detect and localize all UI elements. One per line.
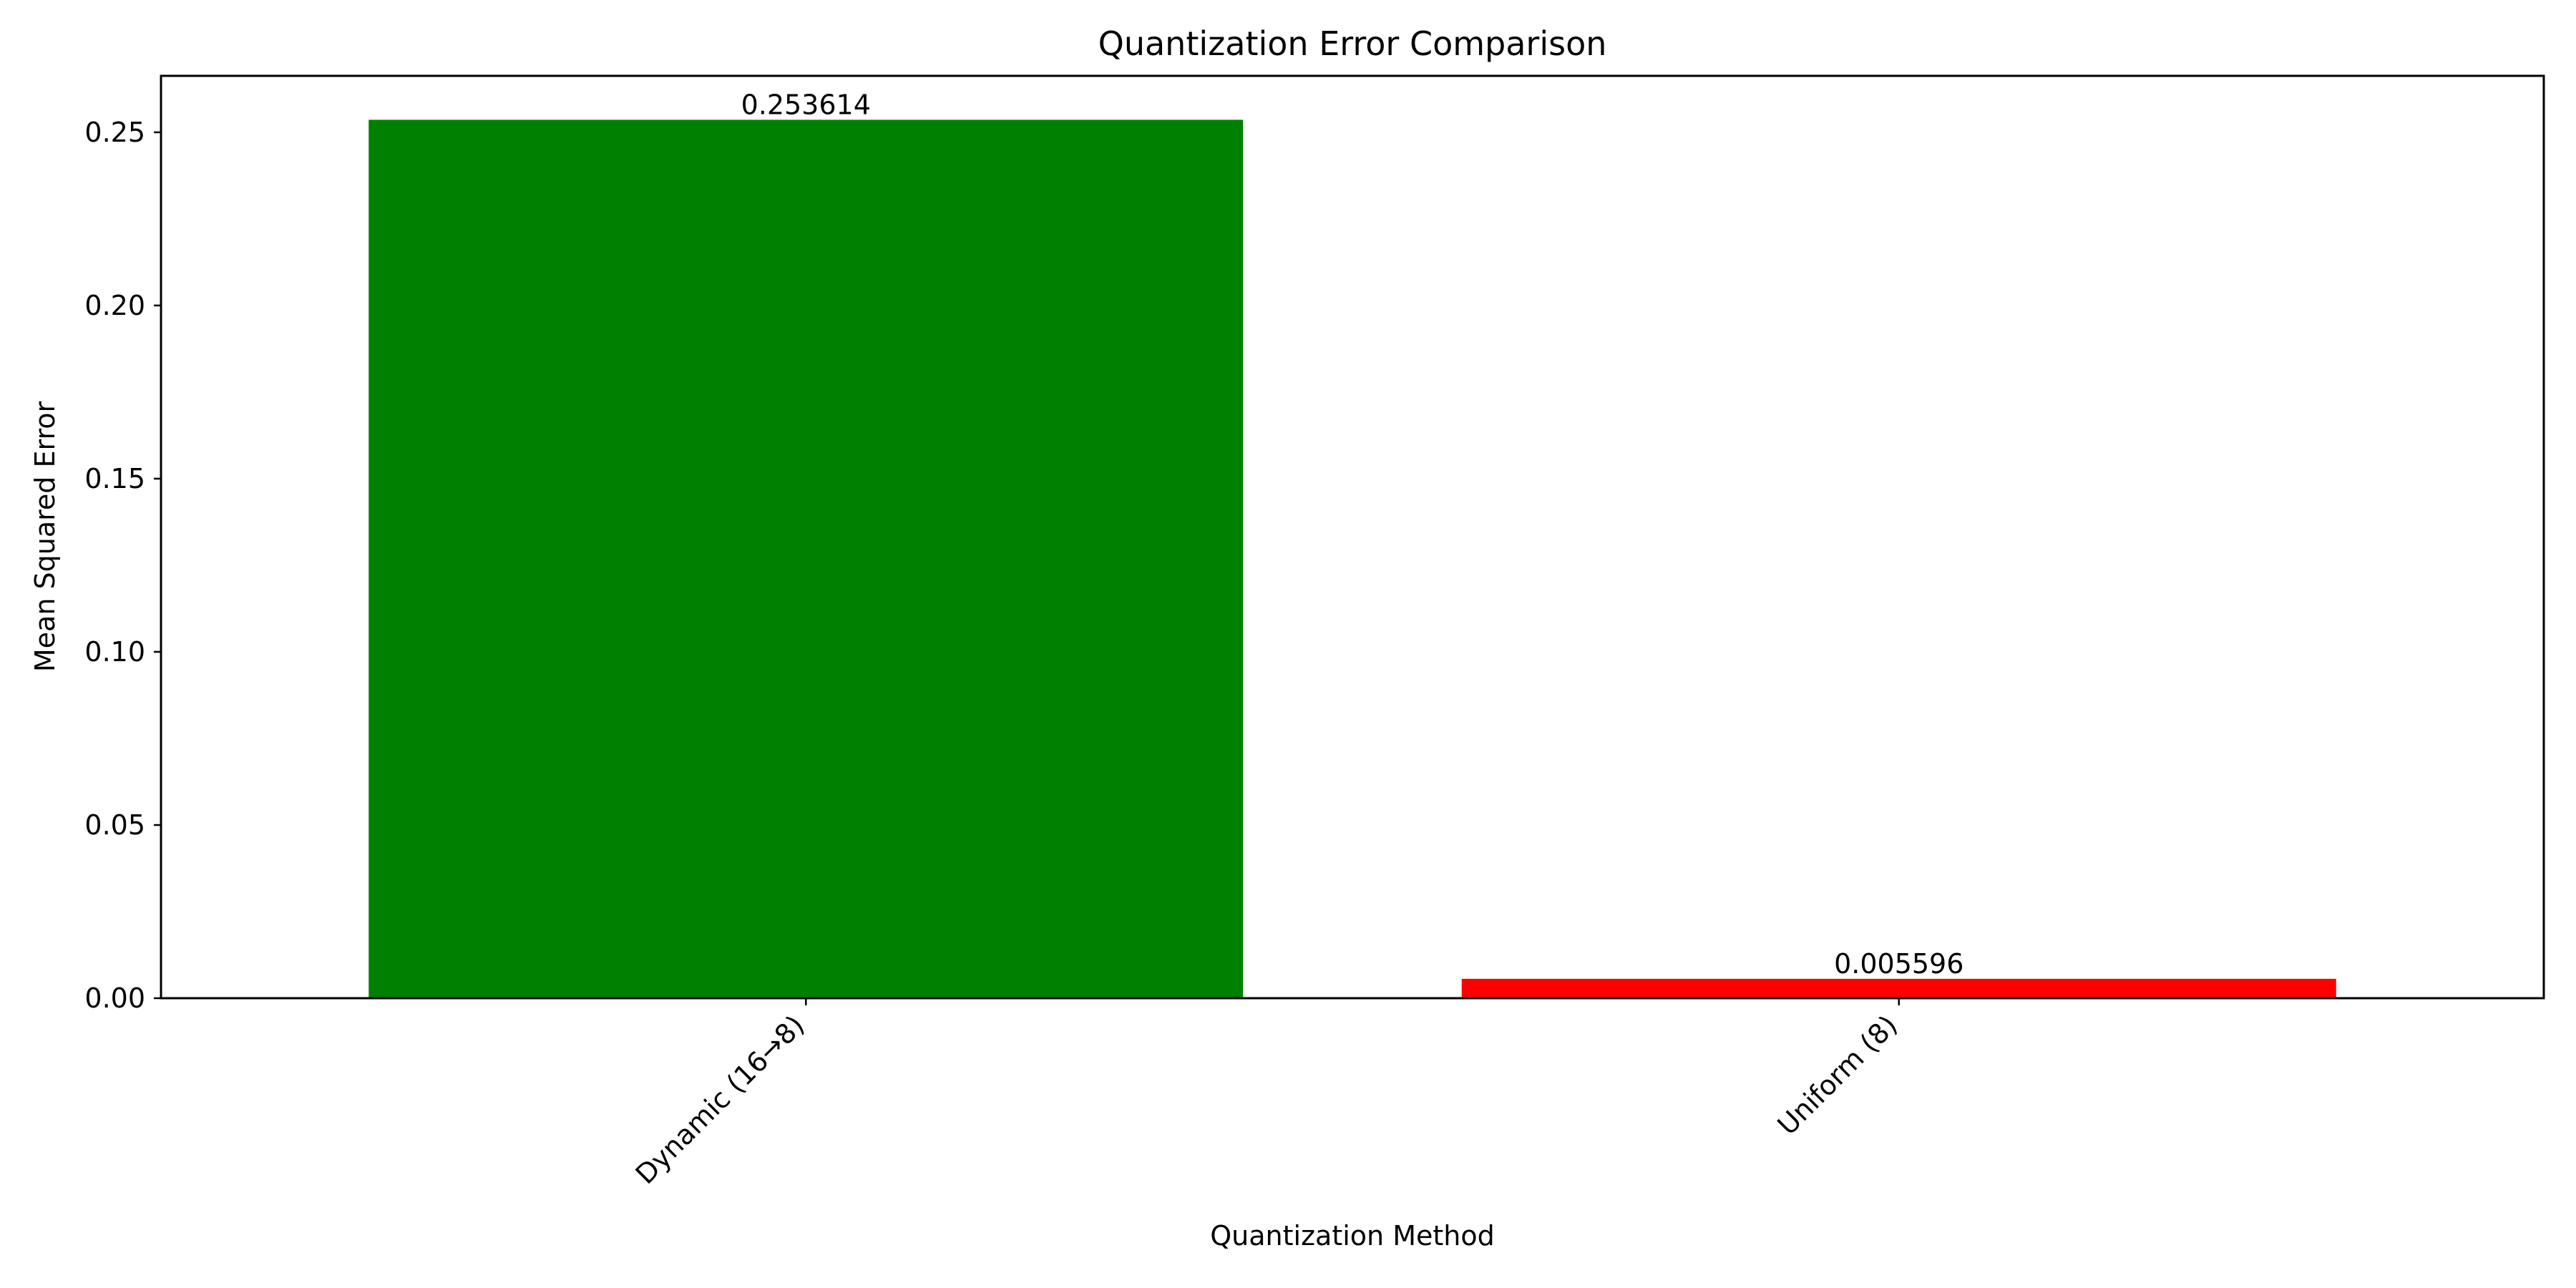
y-axis-label: Mean Squared Error: [29, 401, 61, 673]
y-tick-label-2: 0.10: [84, 636, 145, 668]
y-tick-label-5: 0.25: [84, 117, 145, 148]
data-label-1: 0.005596: [1834, 948, 1963, 980]
y-tick-label-0: 0.00: [84, 982, 145, 1014]
data-labels-layer: 0.253614 0.005596: [741, 89, 1964, 980]
y-tick-label-1: 0.05: [84, 809, 145, 841]
y-tick-label-3: 0.15: [84, 463, 145, 494]
plot-area-frame: [160, 74, 2545, 1000]
bar-0: [369, 119, 1244, 998]
y-axis: 0.00 0.05 0.10 0.15 0.20 0.25: [84, 117, 161, 1014]
data-label-0: 0.253614: [741, 89, 871, 120]
bars-layer: [369, 119, 2336, 998]
x-axis-label: Quantization Method: [1210, 1220, 1494, 1252]
y-tick-label-4: 0.20: [84, 290, 145, 321]
bar-1: [1461, 978, 2336, 998]
chart-title: Quantization Error Comparison: [1098, 24, 1607, 63]
